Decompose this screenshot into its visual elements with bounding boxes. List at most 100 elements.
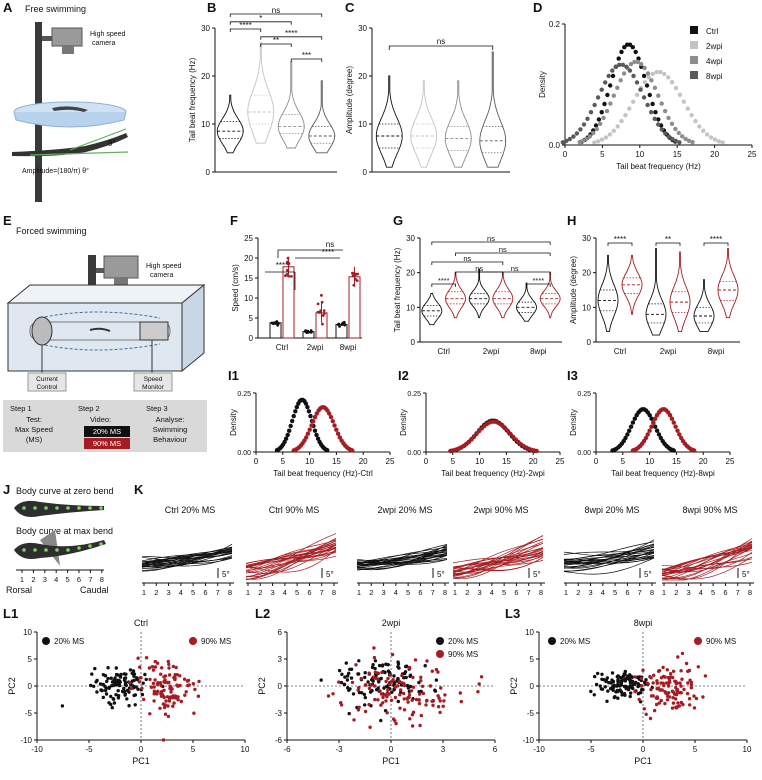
density-point [627,68,633,73]
pca-point [104,692,109,696]
panel-i2: 0.00 0.25 0 5 10 15 20 25 Density Tail beat frequ… [399,391,565,478]
density-point [645,71,651,76]
density-point [618,78,623,83]
pca-point [424,699,429,703]
pca-point [663,675,667,679]
k-curve [563,556,655,564]
pca-point [663,701,667,706]
significance-label: **** [438,276,450,285]
pca-point [128,668,133,672]
pca-point [634,680,638,685]
density-point [634,80,640,85]
pca-point [350,680,355,685]
pca-point [385,695,389,699]
pca-point [95,690,99,694]
pca-point [128,680,132,685]
panel-b: 0 10 20 30 Tail beat frequency (Hz) [188,13,337,177]
pca-point [688,703,692,707]
series-1 [630,407,697,453]
pca-point [114,666,119,670]
pca-point [148,712,152,716]
k-curve [563,544,655,568]
flow-tube [29,321,171,341]
density-point [605,92,610,98]
tick-label: 6 [418,588,422,597]
density-point [619,49,624,55]
pca-point [664,691,668,696]
significance-bracket [455,252,551,256]
violin [216,94,244,154]
pca-point [166,681,170,685]
density-point [633,49,638,55]
scale-label: 5° [533,570,541,579]
pca-point [363,709,368,714]
pca-point [120,689,125,693]
pca-point [396,684,400,688]
pca-point [666,684,671,688]
pca-point [441,704,445,708]
rostral-label: Rorsal [6,585,32,595]
pca-point [161,738,166,742]
tick-label: 8 [748,588,752,597]
y-tick-label: 15 [244,274,253,283]
y-tick-label: -10 [20,736,32,745]
pca-point [436,670,440,674]
density-point [290,418,295,424]
legend-swatch [690,41,698,49]
tick-label: 4 [601,588,605,597]
body-marker [66,506,70,510]
density-point [656,122,661,127]
y-axis-label: PC2 [257,677,267,695]
pca-point [654,696,658,700]
k-curve [661,541,753,580]
pca-point [397,666,401,670]
pca-point [408,684,413,689]
density-point [620,62,626,67]
pca-point [479,675,484,679]
pca-point [652,673,656,677]
violin [479,51,507,168]
density-point [294,404,299,410]
density-point [603,80,608,85]
x-tick-label: 0 [389,745,394,754]
pca-point [637,697,641,702]
pca-point [703,674,708,678]
pca-point [410,724,415,728]
series-1 [592,69,725,145]
pca-point [159,683,163,688]
y-tick-label: 20 [582,269,591,278]
density-point [611,128,616,133]
x-tick-label: 15 [673,150,682,159]
pca-point [348,667,352,671]
legend-label: 20% MS [448,637,478,646]
pca-point [671,675,675,680]
pca-point [662,683,666,688]
pca-point [92,684,96,688]
pca-point [616,696,620,700]
pca-point [107,685,112,689]
pca-point [686,681,690,685]
body-marker [88,506,92,510]
pca-point [137,680,142,684]
density-point [683,136,688,142]
scale-label: 5° [326,570,334,579]
pca-point [110,684,114,688]
density-point [701,128,706,133]
x-tick-label: -6 [283,745,291,754]
pca-point [418,692,422,696]
pca-point [105,679,109,684]
pca-point [655,687,659,691]
series-1 [448,419,539,454]
x-tick-label: 0 [594,457,599,466]
pca-point [627,685,631,689]
violin [421,293,443,326]
x-tick-label: 25 [556,457,565,466]
pca-point [167,673,172,677]
pca-point [674,705,678,709]
pca-point [371,675,375,679]
panel-e: Forced swimming High speed camera CurrentCo… [3,226,207,452]
y-tick-label: 0 [28,682,33,691]
series-1 [326,646,484,729]
pca-point [197,679,201,684]
pca-point [389,698,394,702]
